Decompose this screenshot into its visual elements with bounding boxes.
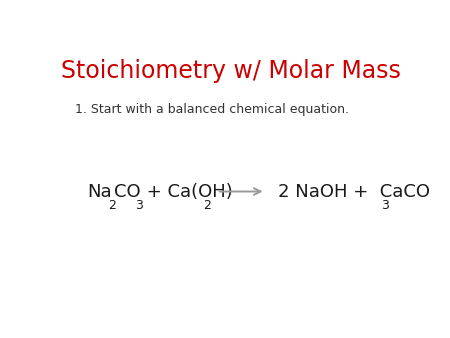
Text: + Ca(OH): + Ca(OH) xyxy=(141,183,233,200)
Text: CO: CO xyxy=(114,183,140,200)
Text: 1. Start with a balanced chemical equation.: 1. Start with a balanced chemical equati… xyxy=(76,103,350,116)
Text: 2: 2 xyxy=(108,199,116,212)
Text: 3: 3 xyxy=(135,199,143,212)
Text: Na: Na xyxy=(88,183,112,200)
Text: 2 NaOH +  CaCO: 2 NaOH + CaCO xyxy=(278,183,430,200)
Text: 3: 3 xyxy=(381,199,389,212)
Text: 2: 2 xyxy=(203,199,211,212)
Text: Stoichiometry w/ Molar Mass: Stoichiometry w/ Molar Mass xyxy=(61,59,400,83)
